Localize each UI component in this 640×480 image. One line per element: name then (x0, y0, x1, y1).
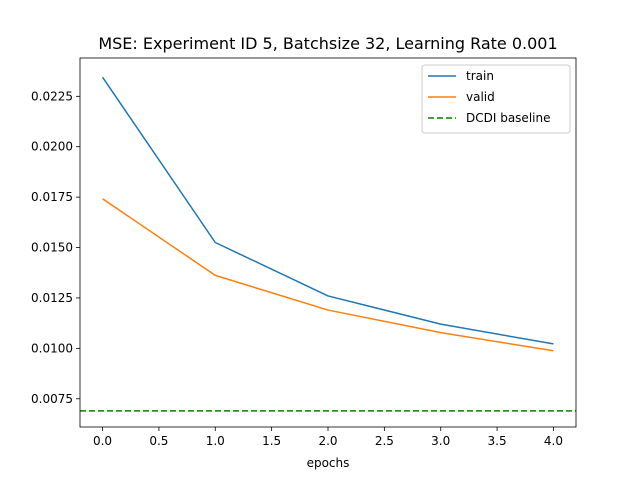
y-tick-label: 0.0150 (31, 241, 73, 255)
x-tick-label: 2.0 (318, 434, 337, 448)
legend: train valid DCDI baseline (421, 64, 571, 134)
x-tick-label: 4.0 (544, 434, 563, 448)
y-axis: 0.0075 0.0100 0.0125 0.0150 0.0175 0.0200 0.02… (31, 89, 80, 406)
y-tick-label: 0.0200 (31, 140, 73, 154)
x-tick-label: 0.0 (93, 434, 112, 448)
x-tick-label: 3.0 (431, 434, 450, 448)
legend-box (421, 64, 571, 134)
y-tick-label: 0.0175 (31, 190, 73, 204)
x-tick-label: 1.0 (206, 434, 225, 448)
x-tick-label: 2.5 (375, 434, 394, 448)
y-tick-label: 0.0125 (31, 291, 73, 305)
y-tick-label: 0.0075 (31, 392, 73, 406)
y-tick-label: 0.0100 (31, 341, 73, 355)
x-tick-label: 3.5 (488, 434, 507, 448)
x-tick-label: 0.5 (149, 434, 168, 448)
chart-title: MSE: Experiment ID 5, Batchsize 32, Lear… (98, 34, 557, 53)
legend-label: train (466, 69, 494, 83)
plot-area (79, 57, 577, 428)
legend-label: valid (466, 90, 495, 104)
y-tick-label: 0.0225 (31, 89, 73, 103)
x-axis-label: epochs (307, 456, 350, 470)
x-tick-label: 1.5 (262, 434, 281, 448)
x-axis: 0.0 0.5 1.0 1.5 2.0 2.5 3.0 3.5 4.0 (93, 427, 563, 448)
legend-label: DCDI baseline (466, 111, 550, 125)
